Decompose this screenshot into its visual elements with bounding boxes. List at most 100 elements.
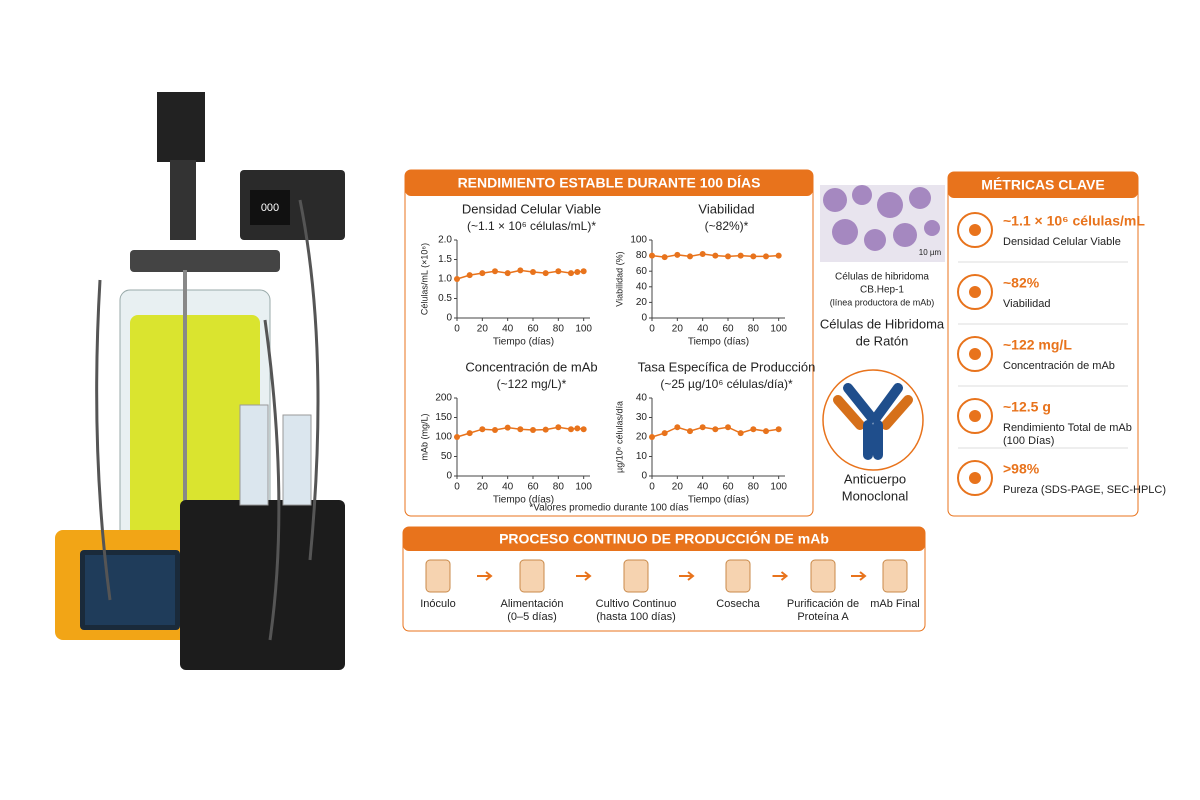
data-point (454, 434, 460, 440)
antibody-label: Monoclonal (842, 488, 909, 503)
y-tick-label: 40 (636, 393, 648, 404)
panel-title: RENDIMIENTO ESTABLE DURANTE 100 DÍAS (458, 175, 761, 191)
step-label: Alimentación (501, 598, 564, 610)
x-tick-label: 60 (722, 482, 734, 493)
process-title: PROCESO CONTINUO DE PRODUCCIÓN DE mAb (499, 530, 829, 547)
metric-label: Rendimiento Total de mAb (1003, 422, 1132, 434)
x-tick-label: 60 (722, 324, 734, 335)
data-point (466, 430, 473, 437)
scale-label: 10 µm (919, 248, 942, 257)
metric-value: ~122 mg/L (1003, 337, 1072, 353)
process-header (403, 527, 925, 551)
data-point (574, 425, 581, 432)
data-point (737, 252, 744, 259)
metric-icon (957, 274, 993, 310)
x-tick-label: 40 (697, 482, 709, 493)
bioreactor: 000 (55, 92, 345, 670)
panel-header (405, 170, 813, 196)
x-axis-label: Tiempo (días) (493, 337, 554, 348)
step-label: Inóculo (420, 598, 455, 610)
data-point (517, 426, 524, 433)
data-point (568, 270, 574, 277)
y-axis-label: mAb (mg/L) (419, 413, 429, 460)
antibody-label: Anticuerpo (844, 471, 906, 486)
step-icon (882, 559, 908, 593)
data-point (763, 428, 769, 435)
data-point (699, 251, 706, 258)
y-axis-label: Células/mL (×10⁶) (419, 243, 429, 315)
data-point (750, 253, 757, 260)
cells (823, 185, 940, 251)
x-axis-label: Tiempo (días) (493, 495, 554, 506)
step-label: Cultivo Continuo (596, 598, 677, 610)
x-tick-label: 100 (770, 482, 787, 493)
x-tick-label: 20 (477, 324, 489, 335)
data-point (466, 272, 473, 279)
data-point (580, 426, 587, 433)
y-tick-label: 10 (636, 451, 648, 462)
step-arrow (772, 571, 789, 581)
data-point (687, 428, 693, 435)
y-tick-label: 150 (435, 412, 452, 423)
data-point (555, 268, 562, 275)
data-point (530, 426, 536, 433)
data-point (674, 424, 681, 431)
chart-title: Densidad Celular Viable (462, 201, 601, 216)
metric-icon-dot (969, 410, 981, 422)
y-tick-label: 30 (636, 412, 648, 423)
data-point (542, 426, 549, 433)
y-tick-label: 0 (446, 471, 452, 482)
metric-icon-dot (969, 348, 981, 360)
data-point (479, 270, 486, 277)
metrics-title: MÉTRICAS CLAVE (981, 177, 1104, 193)
metric-icon (957, 460, 993, 496)
data-point (687, 253, 693, 260)
data-point (649, 252, 655, 259)
step-arrow (679, 571, 695, 581)
x-tick-label: 20 (672, 324, 684, 335)
y-tick-label: 1.5 (438, 254, 452, 265)
chart-subtitle: (~122 mg/L)* (497, 377, 567, 391)
x-tick-label: 20 (672, 482, 684, 493)
data-point (580, 268, 587, 275)
y-tick-label: 20 (636, 297, 648, 308)
data-point (775, 426, 782, 433)
step-label: Cosecha (716, 598, 760, 610)
step-label: (hasta 100 días) (596, 611, 676, 623)
chart-subtitle: (~1.1 × 10⁶ células/mL)* (467, 219, 596, 233)
data-point (517, 267, 524, 274)
x-tick-label: 100 (575, 482, 592, 493)
chart-subtitle: (~25 µg/10⁶ células/día)* (660, 377, 793, 391)
step-arrow (576, 571, 592, 581)
y-tick-label: 80 (636, 250, 648, 261)
y-tick-label: 0 (446, 313, 452, 324)
cell-caption: CB.Hep-1 (860, 285, 904, 296)
cell-name: de Ratón (856, 333, 909, 348)
y-axis-label: µg/10⁶ células/día (614, 401, 624, 473)
y-tick-label: 0 (641, 471, 647, 482)
data-point (661, 430, 668, 437)
metric-icon-dot (969, 224, 981, 236)
x-tick-label: 100 (575, 324, 592, 335)
metric-icon (957, 336, 993, 372)
data-point (649, 434, 655, 440)
x-tick-label: 0 (454, 482, 460, 493)
step-label: Purificación de (787, 598, 859, 610)
x-tick-label: 40 (697, 324, 709, 335)
step-icon (810, 559, 836, 593)
step-arrow (477, 571, 493, 581)
y-tick-label: 40 (636, 281, 648, 292)
metric-value: ~82% (1003, 275, 1040, 291)
chart-title: Concentración de mAb (465, 359, 597, 374)
x-tick-label: 40 (502, 324, 514, 335)
y-tick-label: 2.0 (438, 235, 452, 246)
y-axis-label: Viabilidad (%) (614, 251, 624, 306)
cell-captions: Células de hibridoma CB.Hep-1(línea produ… (820, 272, 945, 504)
y-tick-label: 20 (636, 432, 648, 443)
y-tick-label: 100 (435, 432, 452, 443)
data-point (661, 254, 668, 261)
data-point (504, 270, 511, 277)
footnote: *Valores promedio durante 100 días (529, 503, 688, 514)
x-tick-label: 0 (454, 324, 460, 335)
metric-label: Concentración de mAb (1003, 360, 1115, 372)
